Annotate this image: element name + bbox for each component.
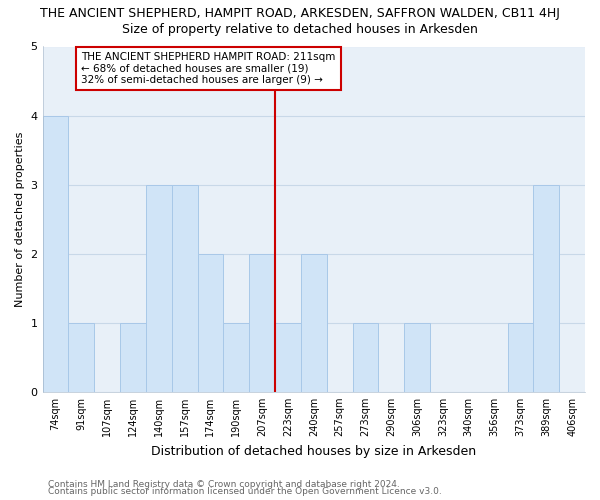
Bar (43, 116, 68, 392)
Text: Contains HM Land Registry data © Crown copyright and database right 2024.: Contains HM Land Registry data © Crown c… (48, 480, 400, 489)
Bar (146, 184, 172, 392)
Bar (172, 184, 197, 392)
Bar (197, 254, 223, 392)
X-axis label: Distribution of detached houses by size in Arkesden: Distribution of detached houses by size … (151, 444, 476, 458)
Bar (404, 322, 430, 392)
Text: Contains public sector information licensed under the Open Government Licence v3: Contains public sector information licen… (48, 488, 442, 496)
Text: THE ANCIENT SHEPHERD HAMPIT ROAD: 211sqm
← 68% of detached houses are smaller (1: THE ANCIENT SHEPHERD HAMPIT ROAD: 211sqm… (81, 52, 335, 85)
Y-axis label: Number of detached properties: Number of detached properties (15, 132, 25, 307)
Bar (301, 254, 326, 392)
Bar (508, 322, 533, 392)
Bar (275, 322, 301, 392)
Text: THE ANCIENT SHEPHERD, HAMPIT ROAD, ARKESDEN, SAFFRON WALDEN, CB11 4HJ: THE ANCIENT SHEPHERD, HAMPIT ROAD, ARKES… (40, 8, 560, 20)
Bar (68, 322, 94, 392)
Text: Size of property relative to detached houses in Arkesden: Size of property relative to detached ho… (122, 22, 478, 36)
Bar (120, 322, 146, 392)
Bar (353, 322, 379, 392)
Bar (533, 184, 559, 392)
Bar (249, 254, 275, 392)
Bar (223, 322, 249, 392)
